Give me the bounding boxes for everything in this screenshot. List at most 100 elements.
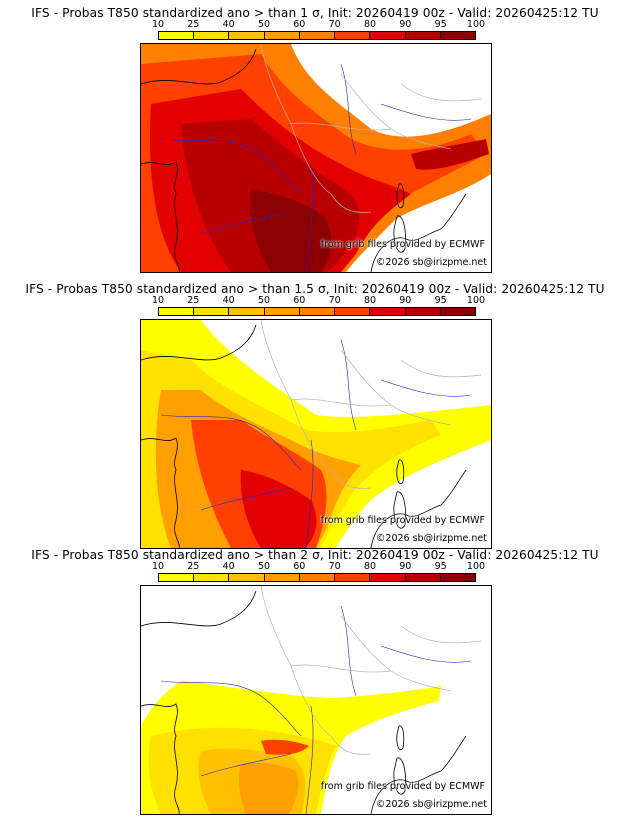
scale-swatch [194, 308, 230, 315]
scale-label: 25 [187, 295, 200, 306]
color-scale-labels: 10 25 40 50 60 70 80 90 95 100 [152, 561, 485, 572]
scale-swatch [405, 32, 441, 39]
scale-swatch [299, 32, 336, 39]
rivers [160, 605, 472, 814]
map-panel-3: IFS - Probas T850 standardized ano > tha… [0, 547, 630, 823]
scale-swatch [159, 308, 195, 315]
scale-swatch [405, 574, 441, 581]
scale-label: 100 [466, 19, 486, 30]
probability-contour [240, 470, 317, 548]
probability-map: from grib files provided by ECMWF ©2026 … [140, 319, 492, 549]
scale-label: 95 [434, 295, 447, 306]
scale-swatch [370, 32, 406, 39]
probability-contour [249, 189, 332, 272]
country-borders [260, 320, 482, 489]
color-scale-labels: 10 25 40 50 60 70 80 90 95 100 [152, 295, 485, 306]
corsica-outline [396, 183, 405, 209]
scale-label: 100 [466, 295, 486, 306]
scale-label: 90 [399, 19, 412, 30]
source-credit: from grib files provided by ECMWF [320, 239, 485, 250]
scale-label: 95 [434, 561, 447, 572]
panel-title: IFS - Probas T850 standardized ano > tha… [31, 6, 599, 20]
scale-label: 100 [466, 561, 486, 572]
scale-label: 60 [293, 19, 306, 30]
probability-contour [261, 739, 309, 755]
scale-label: 70 [328, 561, 341, 572]
map-canvas [141, 44, 491, 272]
scale-swatch [370, 308, 406, 315]
probability-contour [238, 762, 299, 814]
copyright-text: ©2026 sb@irizpme.net [375, 799, 487, 810]
color-scale-bar [158, 31, 476, 40]
scale-swatch [299, 308, 336, 315]
scale-label: 90 [399, 295, 412, 306]
scale-swatch [264, 308, 300, 315]
scale-label: 80 [363, 561, 377, 572]
scale-label: 25 [187, 561, 200, 572]
scale-swatch [159, 32, 195, 39]
probability-map: from grib files provided by ECMWF ©2026 … [140, 585, 492, 815]
color-scale-bar [158, 573, 476, 582]
scale-swatch [440, 32, 475, 39]
scale-swatch [229, 308, 265, 315]
scale-label: 50 [257, 561, 271, 572]
scale-swatch [370, 574, 406, 581]
panel-title: IFS - Probas T850 standardized ano > tha… [25, 282, 605, 296]
scale-label: 10 [151, 19, 165, 30]
scale-label: 60 [293, 561, 306, 572]
country-borders [260, 44, 482, 213]
scale-label: 10 [151, 561, 165, 572]
corsica-outline [396, 459, 405, 485]
scale-swatch [264, 32, 300, 39]
coastline [141, 48, 467, 272]
scale-label: 80 [363, 19, 377, 30]
sardinia-outline [393, 757, 406, 795]
scale-swatch [229, 574, 265, 581]
sardinia-outline [393, 491, 406, 529]
scale-swatch [440, 574, 475, 581]
scale-swatch [194, 574, 230, 581]
scale-swatch [299, 574, 336, 581]
sardinia-outline [393, 215, 406, 253]
scale-label: 50 [257, 295, 271, 306]
scale-label: 80 [363, 295, 377, 306]
country-borders [260, 586, 482, 755]
scale-label: 70 [328, 19, 341, 30]
probability-map: from grib files provided by ECMWF ©2026 … [140, 43, 492, 273]
scale-swatch [405, 308, 441, 315]
rivers [160, 339, 472, 548]
color-scale-bar [158, 307, 476, 316]
scale-label: 40 [222, 295, 235, 306]
scale-label: 70 [328, 295, 341, 306]
scale-label: 25 [187, 19, 200, 30]
scale-swatch [229, 32, 265, 39]
color-scale-labels: 10 25 40 50 60 70 80 90 95 100 [152, 19, 485, 30]
panel-title: IFS - Probas T850 standardized ano > tha… [31, 548, 599, 562]
coastline [141, 590, 467, 814]
scale-swatch [440, 308, 475, 315]
scale-label: 40 [222, 19, 235, 30]
rivers [160, 63, 472, 272]
source-credit: from grib files provided by ECMWF [320, 781, 485, 792]
corsica-outline [396, 725, 405, 751]
copyright-text: ©2026 sb@irizpme.net [375, 533, 487, 544]
scale-label: 60 [293, 295, 306, 306]
map-panel-2: IFS - Probas T850 standardized ano > tha… [0, 281, 630, 557]
scale-label: 50 [257, 19, 271, 30]
map-canvas [141, 320, 491, 548]
scale-swatch [264, 574, 300, 581]
scale-label: 40 [222, 561, 235, 572]
coastline [141, 324, 467, 548]
probability-contour [411, 139, 489, 170]
scale-swatch [335, 32, 371, 39]
map-canvas [141, 586, 491, 814]
scale-label: 95 [434, 19, 447, 30]
scale-swatch [335, 308, 371, 315]
scale-swatch [335, 574, 371, 581]
scale-label: 10 [151, 295, 165, 306]
scale-swatch [159, 574, 195, 581]
map-panel-1: IFS - Probas T850 standardized ano > tha… [0, 5, 630, 281]
scale-label: 90 [399, 561, 412, 572]
source-credit: from grib files provided by ECMWF [320, 515, 485, 526]
scale-swatch [194, 32, 230, 39]
